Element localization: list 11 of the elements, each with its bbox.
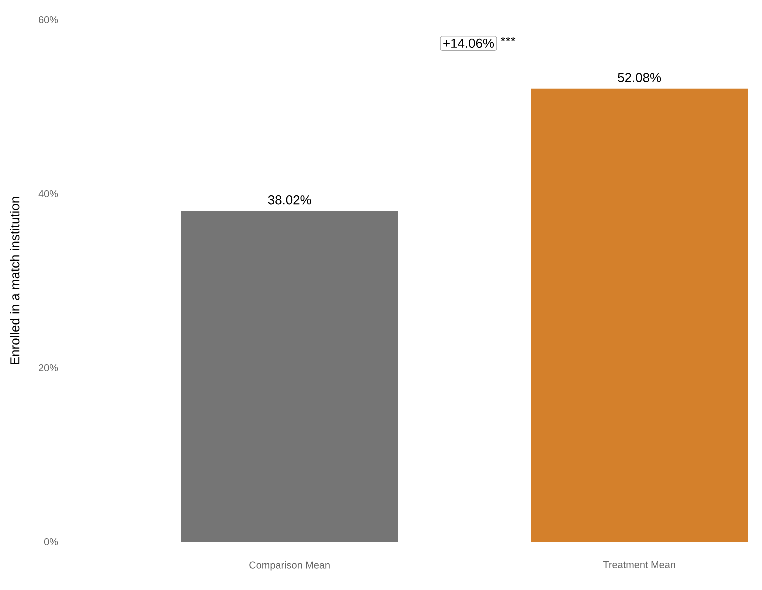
y-tick-label: 60% [39,16,58,24]
data-label: 52.08% [618,73,662,82]
annotation: +14.06% [444,38,494,48]
y-tick-label: 20% [39,364,58,372]
annotation: *** [500,37,516,42]
y-tick-label: 40% [38,190,58,198]
x-tick-label: Comparison Mean [250,562,330,571]
y-tick-label: 0% [44,538,58,546]
y-axis-title: Enrolled in a match institution [10,197,20,365]
x-tick-label: Treatment Mean [603,562,676,568]
data-label: 38.02% [268,196,312,205]
